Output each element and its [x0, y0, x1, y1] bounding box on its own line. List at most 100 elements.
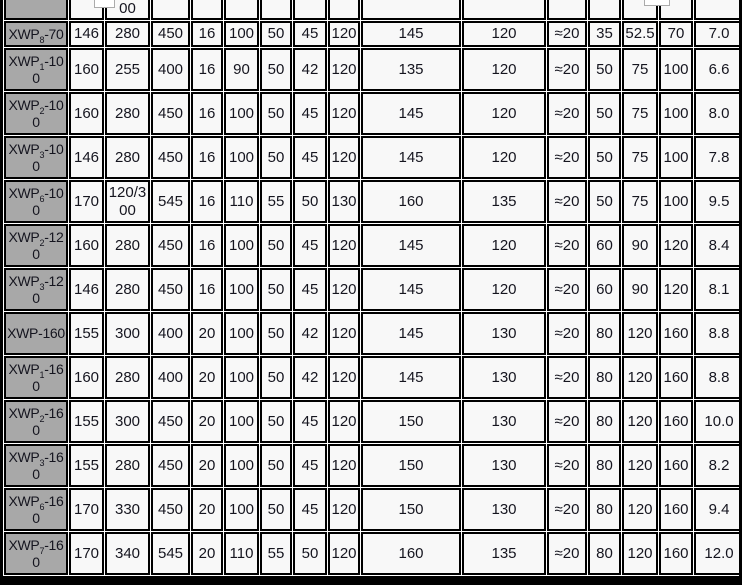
table-cell: 120	[328, 444, 360, 487]
table-cell: 120	[462, 268, 546, 311]
table-cell: 330	[105, 488, 150, 531]
table-cell: 8.4	[694, 224, 739, 267]
table-cell: ≈20	[547, 400, 587, 443]
table-cell: 120	[328, 268, 360, 311]
table-cell: 8.8	[694, 312, 739, 355]
row-label-subscript: 7	[39, 546, 45, 557]
table-cell: 55	[260, 532, 292, 575]
table-cell: 255	[105, 48, 150, 91]
table-cell: 8.1	[694, 268, 739, 311]
table-cell: 160	[659, 532, 693, 575]
table-cell: 75	[622, 180, 658, 223]
table-cell: ≈20	[547, 224, 587, 267]
table-cell: 80	[588, 400, 621, 443]
table-cell: 120	[328, 21, 360, 47]
row-label-suffix: -70	[44, 25, 64, 42]
table-cell: 50	[260, 268, 292, 311]
table-cell: 35	[588, 21, 621, 47]
table-cell: 50	[260, 21, 292, 47]
table-cell: 130	[462, 400, 546, 443]
row-label-main: XWP	[8, 53, 40, 70]
row-label-suffix: -160	[32, 537, 64, 570]
table-cell: 42	[293, 312, 327, 355]
table-cell: 160	[69, 356, 104, 399]
table-row: XWP6-160 170 330 450 20 100 50 45 120 150 130 ≈20 80…	[4, 488, 739, 531]
row-label-main: XWP	[8, 449, 40, 466]
table-cell: 130	[462, 488, 546, 531]
table-cell: 450	[151, 224, 190, 267]
table-cell: 16	[191, 136, 223, 179]
table-cell	[224, 0, 259, 20]
row-label-subscript: 3	[39, 458, 45, 469]
table-cell: ≈20	[547, 356, 587, 399]
table-cell: 100	[224, 400, 259, 443]
table-cell: 150	[361, 400, 461, 443]
table-cell: 450	[151, 136, 190, 179]
row-label-main: XWP	[8, 25, 40, 42]
table-cell: 150	[361, 488, 461, 531]
row-label-main: XWP	[8, 273, 40, 290]
table-cell: 45	[293, 224, 327, 267]
row-label-suffix: -160	[32, 493, 64, 526]
table-cell: 100	[224, 224, 259, 267]
table-cell: ≈20	[547, 21, 587, 47]
table-cell: 75	[622, 48, 658, 91]
table-row: XWP2-160 155 300 450 20 100 50 45 120 150 130 ≈20 80…	[4, 400, 739, 443]
row-label-suffix: -160	[32, 449, 64, 482]
table-cell: 170	[69, 532, 104, 575]
table-row: XWP3-160 155 280 450 20 100 50 45 120 150 130 ≈20 80…	[4, 444, 739, 487]
table-cell: 160	[361, 180, 461, 223]
table-cell: 160	[361, 532, 461, 575]
table-cell: ≈20	[547, 92, 587, 135]
table-cell: 160	[659, 488, 693, 531]
table-cell: 280	[105, 356, 150, 399]
table-cell: 20	[191, 444, 223, 487]
table-cell: ≈20	[547, 444, 587, 487]
row-label: XWP-160	[4, 312, 68, 355]
table-cell: 110	[224, 180, 259, 223]
row-label-suffix: -100	[32, 141, 64, 174]
table-cell: ≈20	[547, 312, 587, 355]
table-cell: 120	[462, 224, 546, 267]
table-cell: 80	[588, 356, 621, 399]
table-cell: 130	[462, 312, 546, 355]
table-cell: 100	[224, 92, 259, 135]
table-cell: 135	[462, 180, 546, 223]
table-cell: 45	[293, 136, 327, 179]
table-cell: 45	[293, 268, 327, 311]
table-cell: 450	[151, 400, 190, 443]
table-cell: 120	[328, 48, 360, 91]
table-cell: 42	[293, 356, 327, 399]
table-cell: 8.8	[694, 356, 739, 399]
table-cell: 50	[260, 224, 292, 267]
table-cell: 135	[462, 532, 546, 575]
table-cell: 160	[659, 400, 693, 443]
row-label-main: XWP	[8, 537, 40, 554]
table-cell: 120	[328, 136, 360, 179]
table-cell: 120	[462, 136, 546, 179]
row-label-main: XWP	[8, 493, 40, 510]
table-cell: 50	[588, 180, 621, 223]
table-cell: 120	[659, 268, 693, 311]
row-label-subscript: 8	[39, 34, 45, 45]
row-label-main: XWP	[7, 325, 39, 342]
table-cell: 160	[69, 224, 104, 267]
table-cell: 20	[191, 532, 223, 575]
table-cell: 75	[622, 92, 658, 135]
table-cell: 16	[191, 268, 223, 311]
table-row: XWP2-120 160 280 450 16 100 50 45 120 145 120 ≈20 60…	[4, 224, 739, 267]
table-cell: ≈20	[547, 48, 587, 91]
table-row: XWP7-160 170 340 545 20 110 55 50 120 160 135 ≈20 80…	[4, 532, 739, 575]
table-cell: 545	[151, 180, 190, 223]
row-label	[4, 0, 68, 20]
table-cell: 55	[260, 180, 292, 223]
table-cell: 80	[588, 488, 621, 531]
row-label-suffix: -160	[32, 361, 64, 394]
table-cell: 100	[659, 136, 693, 179]
table-cell: 90	[622, 224, 658, 267]
table-cell: 9.5	[694, 180, 739, 223]
table-cell: 120	[328, 92, 360, 135]
table-cell: 130	[462, 444, 546, 487]
